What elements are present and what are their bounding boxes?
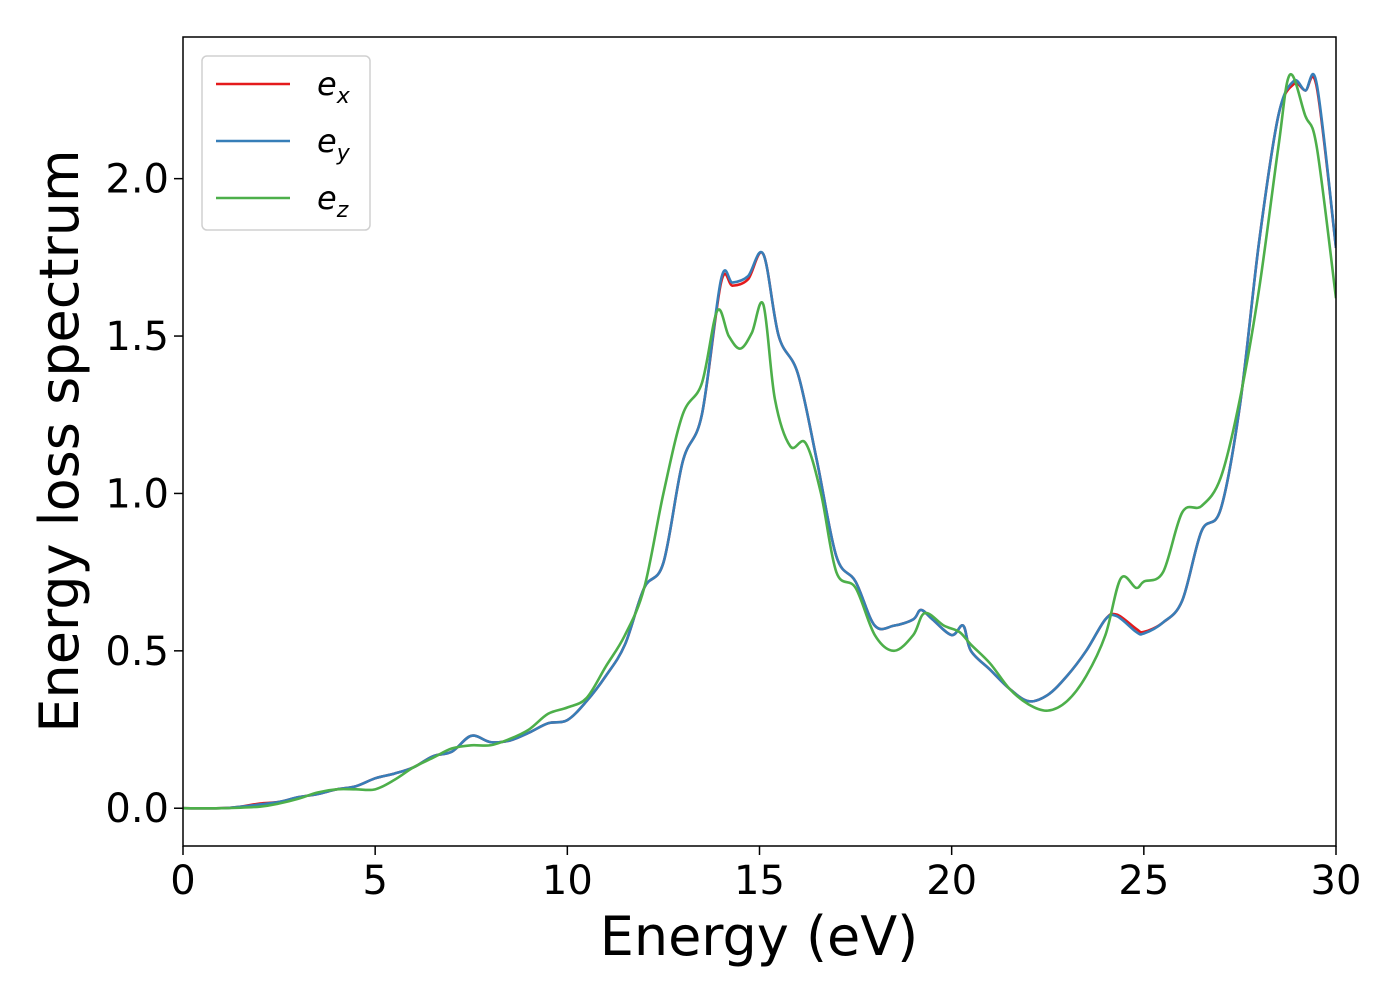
y-axis-title: Energy loss spectrum <box>28 149 91 732</box>
x-axis-title: Energy (eV) <box>600 905 919 968</box>
x-tick-label: 15 <box>734 858 785 904</box>
x-tick-label: 0 <box>170 858 195 904</box>
y-tick-label: 0.0 <box>105 786 169 832</box>
legend-label-ey: ey <box>317 122 351 166</box>
series-line-ez <box>183 73 1336 810</box>
legend-label-ex: ex <box>317 65 351 109</box>
y-tick-label: 0.5 <box>105 629 169 675</box>
y-tick-label: 1.0 <box>105 471 169 517</box>
y-tick-label: 2.0 <box>105 157 169 203</box>
plot-background <box>183 37 1336 846</box>
legend-label-ez: ez <box>317 179 349 223</box>
x-tick-label: 5 <box>362 858 387 904</box>
legend-box <box>201 55 371 231</box>
x-tick-label: 25 <box>1118 858 1169 904</box>
y-axis-ticks: 0.0 0.5 1.0 1.5 2.0 <box>105 157 183 832</box>
x-tick-label: 10 <box>542 858 593 904</box>
x-axis-ticks: 0 5 10 15 20 25 30 <box>170 846 1361 904</box>
series-layer <box>183 72 1336 810</box>
y-tick-label: 1.5 <box>105 314 169 360</box>
x-tick-label: 20 <box>926 858 977 904</box>
x-tick-label: 30 <box>1311 858 1362 904</box>
legend: ex ey ez <box>201 55 371 231</box>
